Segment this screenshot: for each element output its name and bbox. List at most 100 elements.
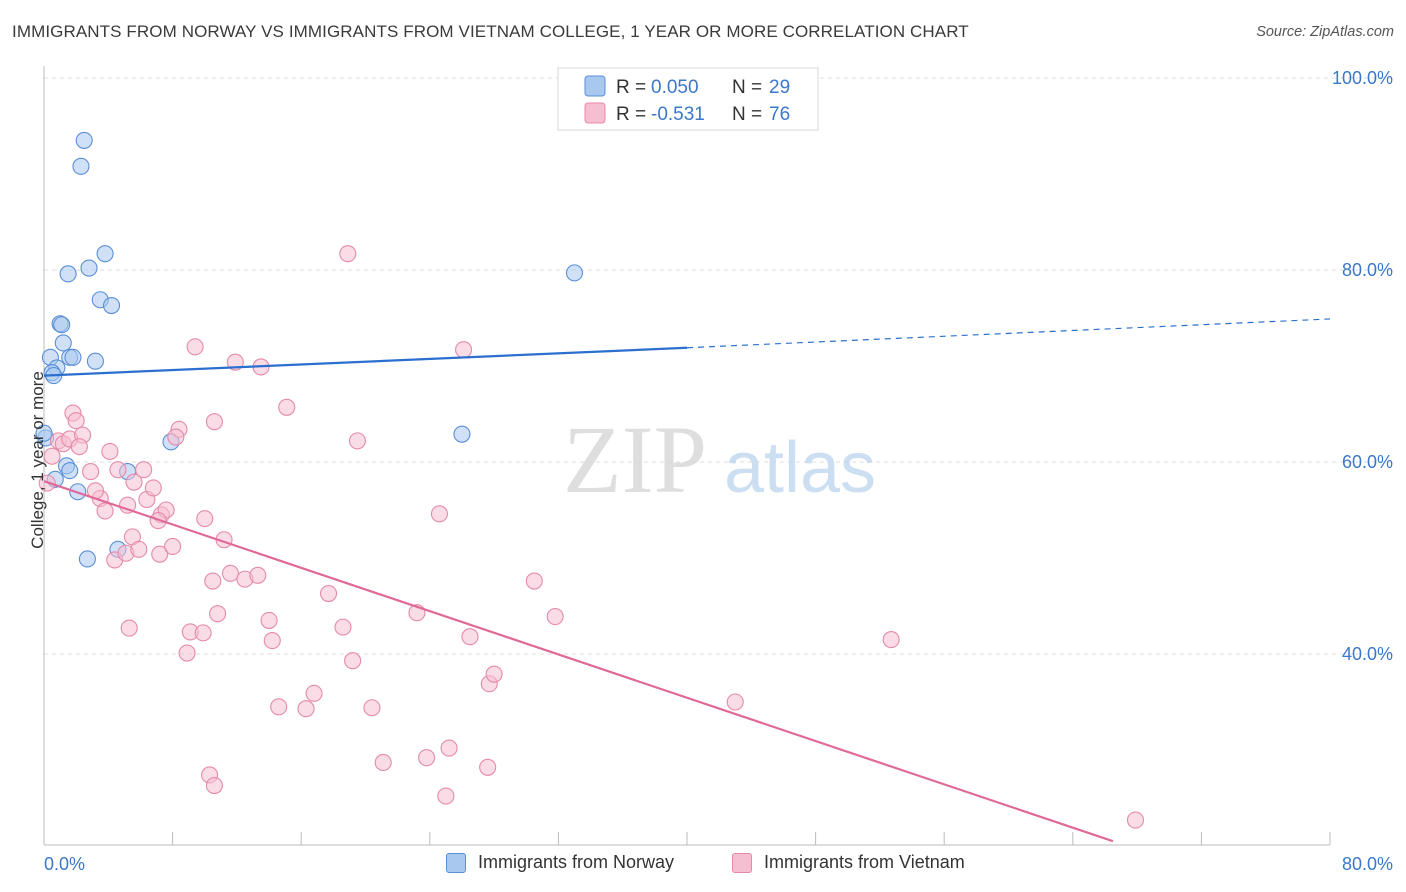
- vietnam-point: [186, 338, 204, 356]
- vietnam-point: [344, 652, 362, 670]
- y-tick-label: 100.0%: [1332, 68, 1393, 88]
- y-axis-label: College, 1 year or more: [28, 371, 47, 549]
- legend-norway-n-label: N =: [732, 77, 762, 98]
- vietnam-point: [67, 412, 85, 430]
- vietnam-point: [1126, 811, 1145, 829]
- trend-lines: [43, 318, 1331, 843]
- legend-norway-n-value: 29: [769, 77, 790, 98]
- vietnam-point: [144, 479, 162, 497]
- vietnam-point: [726, 693, 744, 711]
- vietnam-point: [204, 572, 222, 590]
- source-label: Source: ZipAtlas.com: [1256, 24, 1394, 40]
- vietnam-point: [260, 611, 278, 629]
- legend-label-vietnam: Immigrants from Vietnam: [764, 852, 965, 872]
- vietnam-point: [437, 787, 455, 805]
- vietnam-point: [339, 245, 357, 263]
- legend-label-norway: Immigrants from Norway: [478, 852, 675, 872]
- vietnam-point: [135, 461, 153, 479]
- vietnam-point: [297, 700, 315, 718]
- legend-vietnam-n-label: N =: [732, 104, 762, 125]
- vietnam-point: [363, 699, 381, 717]
- y-tick-label: 60.0%: [1342, 452, 1393, 472]
- vietnam-point: [221, 564, 240, 582]
- norway-point: [35, 424, 53, 442]
- vietnam-point: [120, 619, 138, 637]
- y-tick-label: 80.0%: [1342, 260, 1393, 280]
- gridlines: [44, 77, 1392, 655]
- legend-swatch-norway: [446, 852, 466, 873]
- norway-point: [86, 352, 104, 370]
- norway-trend-extension: [686, 318, 1331, 349]
- legend-swatch-vietnam: [732, 852, 752, 873]
- legend-bottom: Immigrants from Norway Immigrants from V…: [0, 852, 1406, 878]
- vietnam-point: [319, 584, 338, 603]
- norway-point: [102, 296, 121, 315]
- norway-point: [54, 334, 72, 352]
- legend-norway-r-label: R =: [616, 77, 646, 98]
- norway-point: [61, 462, 79, 480]
- legend-top: R = 0.050 N = 29 R = -0.531 N = 76: [557, 67, 819, 131]
- vietnam-point: [440, 739, 458, 757]
- watermark: ZIP atlas: [563, 406, 876, 513]
- norway-points: [35, 131, 584, 568]
- vietnam-point: [70, 438, 88, 456]
- vietnam-point: [485, 665, 503, 683]
- vietnam-point: [178, 644, 196, 662]
- vietnam-point: [82, 463, 100, 481]
- vietnam-point: [43, 447, 61, 465]
- norway-trend-line: [43, 346, 688, 377]
- vietnam-point: [270, 698, 288, 716]
- vietnam-points: [38, 245, 1145, 829]
- vietnam-point: [418, 749, 436, 767]
- vietnam-point: [130, 540, 148, 558]
- norway-point: [64, 348, 82, 366]
- legend-vietnam-swatch: [584, 102, 606, 124]
- vietnam-point: [209, 605, 227, 623]
- legend-vietnam-n-value: 76: [769, 104, 790, 125]
- vietnam-point: [101, 442, 119, 460]
- norway-point: [78, 550, 96, 568]
- norway-point: [75, 131, 93, 149]
- vietnam-point: [334, 618, 352, 636]
- vietnam-point: [461, 628, 479, 646]
- vietnam-point: [525, 572, 543, 590]
- vietnam-point: [96, 502, 114, 520]
- vietnam-point: [374, 753, 392, 772]
- watermark-zip: ZIP: [563, 406, 707, 513]
- vietnam-point: [263, 632, 281, 650]
- vietnam-point: [249, 566, 267, 584]
- y-tick-labels: 40.0% 60.0% 80.0% 100.0%: [1332, 68, 1393, 664]
- vietnam-point: [882, 631, 900, 649]
- vietnam-point: [546, 608, 564, 626]
- norway-point: [453, 425, 471, 443]
- watermark-atlas: atlas: [724, 428, 876, 508]
- norway-point: [53, 316, 71, 334]
- x-tick-label-max: 80.0%: [1342, 854, 1393, 874]
- norway-point: [59, 265, 77, 283]
- vietnam-point: [479, 758, 497, 776]
- vietnam-point: [305, 684, 323, 702]
- x-tick-labels: 0.0% 80.0%: [44, 854, 1393, 874]
- norway-point: [80, 259, 98, 277]
- vietnam-point: [205, 776, 223, 795]
- legend-vietnam-r-label: R =: [616, 104, 646, 125]
- legend-norway-swatch: [584, 75, 606, 97]
- vietnam-point: [164, 537, 182, 556]
- chart-title: IMMIGRANTS FROM NORWAY VS IMMIGRANTS FRO…: [12, 22, 969, 41]
- vietnam-point: [109, 461, 127, 479]
- vietnam-point: [151, 545, 169, 563]
- vietnam-point: [430, 505, 448, 523]
- vietnam-point: [455, 341, 473, 359]
- legend-item-norway: Immigrants from Norway: [446, 852, 674, 873]
- vietnam-point: [196, 510, 214, 528]
- vietnam-point: [119, 496, 137, 514]
- legend-norway-r-value: 0.050: [651, 77, 699, 98]
- legend-item-vietnam: Immigrants from Vietnam: [732, 852, 965, 873]
- vietnam-point: [125, 473, 143, 491]
- x-tick-label-min: 0.0%: [44, 854, 85, 874]
- vietnam-point: [205, 413, 223, 431]
- y-tick-label: 40.0%: [1342, 644, 1393, 664]
- norway-point: [565, 264, 584, 282]
- norway-point: [72, 157, 90, 175]
